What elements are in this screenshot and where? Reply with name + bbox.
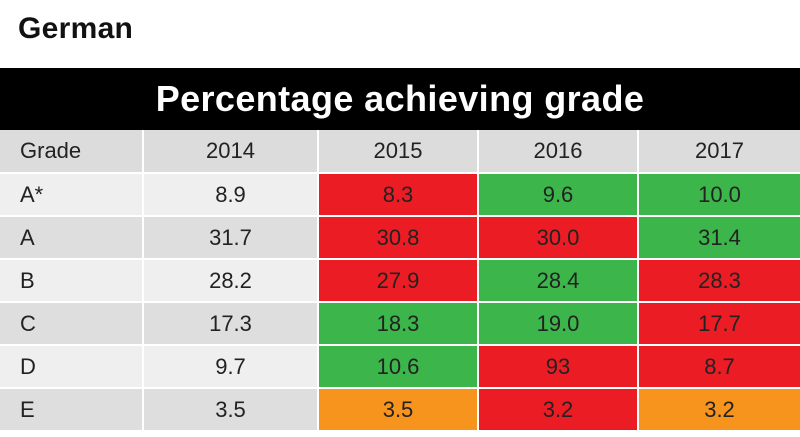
value-cell-2017: 17.7 bbox=[638, 302, 800, 346]
column-header-2014: 2014 bbox=[143, 130, 319, 174]
value-cell-2017: 31.4 bbox=[638, 216, 800, 260]
value-cell-2016: 3.2 bbox=[478, 388, 639, 432]
value-cell-2015: 30.8 bbox=[318, 216, 479, 260]
value-cell-2016: 19.0 bbox=[478, 302, 639, 346]
value-cell-2016: 9.6 bbox=[478, 173, 639, 217]
value-cell-2017: 28.3 bbox=[638, 259, 800, 303]
value-cell-2016: 30.0 bbox=[478, 216, 639, 260]
table-body: A* 8.9 8.3 9.6 10.0 A 31.7 30.8 30.0 31.4 B 28.2 27.… bbox=[0, 173, 800, 432]
value-cell-2014: 28.2 bbox=[143, 259, 319, 303]
table-banner-title: Percentage achieving grade bbox=[0, 68, 800, 130]
subject-title: German bbox=[18, 12, 134, 45]
value-cell-2015: 3.5 bbox=[318, 388, 479, 432]
column-header-grade: Grade bbox=[0, 130, 144, 174]
grade-cell: B bbox=[0, 259, 144, 303]
value-cell-2017: 10.0 bbox=[638, 173, 800, 217]
table-row: D 9.7 10.6 93 8.7 bbox=[0, 345, 800, 389]
column-header-2015: 2015 bbox=[318, 130, 479, 174]
value-cell-2014: 8.9 bbox=[143, 173, 319, 217]
table-row: B 28.2 27.9 28.4 28.3 bbox=[0, 259, 800, 303]
value-cell-2016: 93 bbox=[478, 345, 639, 389]
value-cell-2015: 8.3 bbox=[318, 173, 479, 217]
table-row: A* 8.9 8.3 9.6 10.0 bbox=[0, 173, 800, 217]
column-header-2017: 2017 bbox=[638, 130, 800, 174]
grade-cell: A bbox=[0, 216, 144, 260]
table-row: C 17.3 18.3 19.0 17.7 bbox=[0, 302, 800, 346]
value-cell-2014: 31.7 bbox=[143, 216, 319, 260]
grade-table: Grade 2014 2015 2016 2017 A* 8.9 8.3 9.6 10.… bbox=[0, 130, 800, 432]
value-cell-2016: 28.4 bbox=[478, 259, 639, 303]
value-cell-2017: 3.2 bbox=[638, 388, 800, 432]
grade-cell: E bbox=[0, 388, 144, 432]
value-cell-2014: 9.7 bbox=[143, 345, 319, 389]
table-header-row: Grade 2014 2015 2016 2017 bbox=[0, 130, 800, 174]
column-header-2016: 2016 bbox=[478, 130, 639, 174]
value-cell-2014: 3.5 bbox=[143, 388, 319, 432]
value-cell-2014: 17.3 bbox=[143, 302, 319, 346]
value-cell-2015: 18.3 bbox=[318, 302, 479, 346]
table-row: A 31.7 30.8 30.0 31.4 bbox=[0, 216, 800, 260]
value-cell-2015: 27.9 bbox=[318, 259, 479, 303]
grade-cell: D bbox=[0, 345, 144, 389]
value-cell-2017: 8.7 bbox=[638, 345, 800, 389]
grade-cell: C bbox=[0, 302, 144, 346]
table-row: E 3.5 3.5 3.2 3.2 bbox=[0, 388, 800, 432]
grade-cell: A* bbox=[0, 173, 144, 217]
value-cell-2015: 10.6 bbox=[318, 345, 479, 389]
